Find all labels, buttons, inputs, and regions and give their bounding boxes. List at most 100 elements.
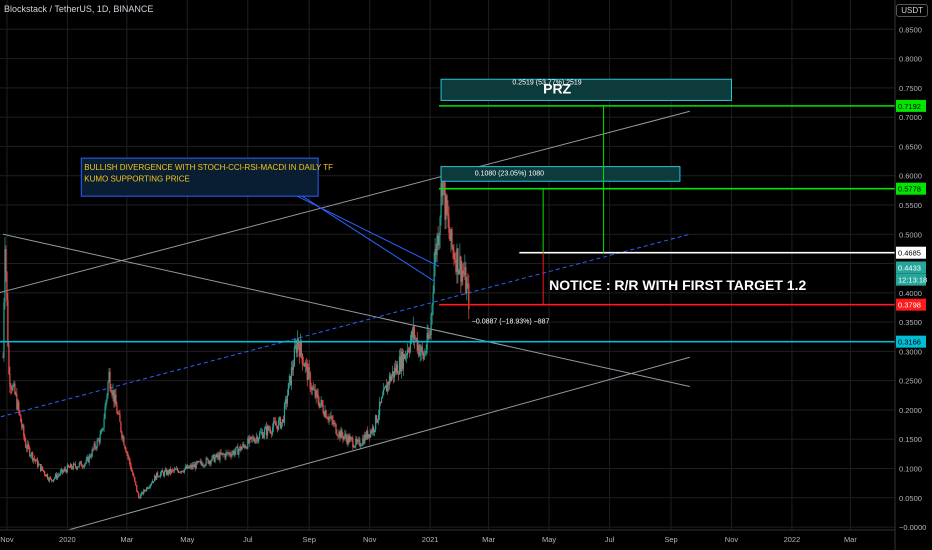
candle-body — [343, 436, 345, 440]
level-price-tag-bg — [896, 182, 926, 195]
candle-body — [12, 385, 14, 391]
candle-body — [158, 476, 161, 478]
candle-body — [394, 367, 397, 373]
candle-body — [289, 375, 292, 386]
x-tick-label: Jul — [243, 535, 253, 544]
candle-body — [141, 492, 143, 495]
candle-body — [99, 434, 101, 443]
prz-measure-label: 0.2519 (53.77%) 2519 — [512, 80, 581, 87]
candle-body — [5, 249, 7, 273]
level-price-tag: 0.3798 — [898, 301, 921, 310]
candle-body — [112, 390, 114, 396]
candle-body — [232, 451, 234, 454]
candle-body — [416, 338, 418, 351]
candle-body — [154, 475, 156, 482]
candle-body — [169, 469, 172, 474]
candle-body — [435, 248, 437, 255]
y-tick-label: 0.3500 — [899, 318, 922, 327]
candle-body — [72, 463, 74, 469]
candle-body — [174, 469, 177, 471]
x-tick-label: Nov — [725, 535, 739, 544]
candle-body — [275, 425, 278, 427]
candle-body — [285, 399, 288, 404]
currency-badge[interactable]: USDT — [896, 4, 928, 17]
candle-body — [110, 388, 112, 393]
candle-body — [202, 465, 204, 467]
candle-body — [2, 357, 4, 358]
candle-body — [402, 354, 404, 369]
candle-body — [318, 402, 320, 408]
candle-body — [188, 466, 190, 469]
candle-body — [116, 405, 118, 414]
candle-body — [269, 429, 272, 433]
candle-body — [268, 429, 271, 431]
candle-body — [406, 349, 408, 356]
candle-body — [148, 487, 150, 489]
candle-body — [312, 386, 314, 390]
candle-body — [261, 431, 263, 433]
divergence-callout-box — [80, 157, 319, 197]
candle-body — [386, 382, 389, 392]
candle-body — [56, 475, 59, 479]
candle-body — [254, 440, 256, 443]
candle-body — [452, 246, 454, 251]
candle-body — [138, 493, 140, 498]
candle-body — [196, 461, 198, 463]
candle-body — [345, 434, 347, 438]
candle-body — [391, 371, 394, 377]
candle-body — [212, 454, 214, 457]
candle-body — [130, 463, 132, 470]
candle-body — [422, 351, 424, 359]
x-tick-label: 2022 — [784, 535, 801, 544]
candle-body — [32, 452, 34, 461]
candle-body — [392, 371, 395, 378]
candle-body — [347, 435, 349, 444]
candle-body — [156, 472, 159, 477]
candle-body — [137, 491, 139, 494]
candle-body — [236, 446, 238, 448]
candle-body — [248, 438, 250, 443]
candle-body — [357, 440, 359, 443]
y-tick-label: 0.8000 — [899, 55, 922, 64]
candle-body — [66, 465, 68, 473]
candle-body — [387, 382, 390, 385]
candle-body — [94, 443, 96, 448]
prz-label: PRZ — [543, 80, 571, 96]
candle-body — [126, 452, 128, 454]
candle-body — [107, 381, 109, 395]
candle-body — [323, 412, 325, 417]
candle-body — [264, 428, 266, 436]
candle-body — [460, 256, 462, 282]
candle-body — [359, 439, 361, 447]
candle-body — [70, 464, 72, 469]
prz-box — [440, 78, 732, 101]
candle-body — [433, 265, 435, 293]
candle-body — [462, 270, 464, 273]
candle-body — [302, 364, 304, 365]
candle-body — [142, 492, 144, 494]
x-tick-label: 2020 — [59, 535, 76, 544]
candle-body — [456, 248, 458, 272]
candle-body — [87, 457, 89, 463]
candle-body — [405, 355, 407, 356]
candle-body — [231, 453, 233, 457]
candle-body — [13, 383, 15, 386]
candle-body — [412, 326, 414, 338]
candle-body — [51, 480, 54, 482]
candle-body — [93, 443, 95, 450]
candle-body — [84, 463, 86, 465]
candle-body — [59, 471, 62, 475]
candle-body — [123, 436, 125, 446]
candle-body — [447, 213, 449, 219]
candle-body — [260, 432, 262, 434]
candle-body — [108, 371, 110, 382]
candle-body — [223, 454, 225, 456]
candle-body — [272, 421, 275, 428]
candle-body — [420, 346, 422, 352]
candle-body — [380, 397, 383, 403]
candle-body — [368, 434, 370, 438]
candle-body — [14, 383, 16, 395]
lower-channel-line — [36, 356, 690, 540]
candle-body — [403, 354, 405, 359]
